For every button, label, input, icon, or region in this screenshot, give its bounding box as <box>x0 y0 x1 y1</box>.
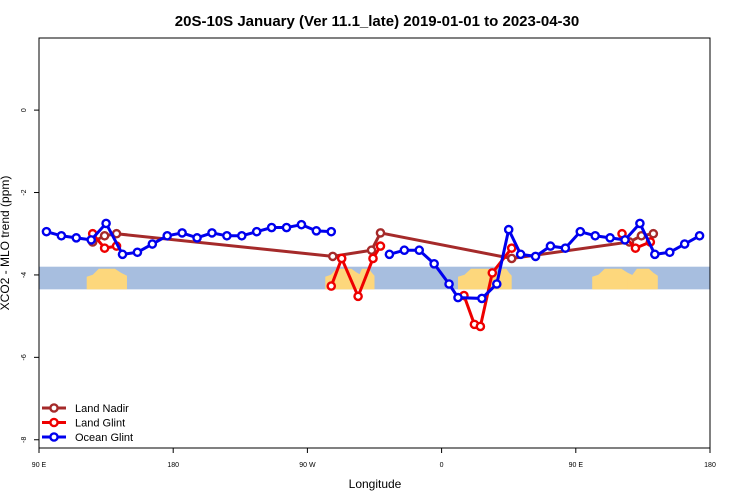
data-point-land-glint <box>506 243 517 253</box>
land-ocean-band <box>39 266 710 290</box>
data-point-ocean-glint <box>503 224 514 235</box>
y-axis-label: XCO2 - MLO trend (ppm) <box>0 176 12 311</box>
x-axis-label: Longitude <box>349 477 402 491</box>
data-point-ocean-glint <box>453 292 463 303</box>
data-point-ocean-glint <box>162 230 173 241</box>
data-point-ocean-glint <box>590 230 600 241</box>
chart-title: 20S-10S January (Ver 11.1_late) 2019-01-… <box>175 13 579 30</box>
data-point-ocean-glint <box>117 249 128 260</box>
x-tick-label: 180 <box>704 462 716 469</box>
data-point-ocean-glint <box>545 241 556 251</box>
y-tick-label: 0 <box>21 108 28 112</box>
data-point-ocean-glint <box>326 226 337 237</box>
data-point-ocean-glint <box>281 222 292 233</box>
data-point-land-nadir <box>506 253 517 264</box>
x-axis: 90 E 180 90 W 0 90 E 180 <box>32 448 716 469</box>
data-point-land-glint <box>368 253 378 264</box>
data-point-ocean-glint <box>530 251 541 262</box>
data-point-ocean-glint <box>491 279 502 289</box>
data-point-ocean-glint <box>177 228 187 238</box>
y-tick-label: -8 <box>21 437 28 443</box>
data-point-ocean-glint <box>207 228 217 238</box>
data-point-land-nadir <box>99 230 110 241</box>
data-point-ocean-glint <box>132 247 143 258</box>
data-point-ocean-glint <box>86 235 96 245</box>
data-point-ocean-glint <box>266 222 277 233</box>
data-point-ocean-glint <box>620 235 630 245</box>
x-tick-label: 180 <box>167 462 179 469</box>
series-layer <box>41 218 705 332</box>
data-point-land-glint <box>326 281 337 291</box>
legend-item-land-nadir: Land Nadir <box>42 403 129 415</box>
data-point-ocean-glint <box>251 226 262 237</box>
y-tick-label: -2 <box>21 189 28 195</box>
legend-swatch-marker <box>49 432 59 442</box>
legend-swatch-marker <box>49 403 59 413</box>
y-tick-label: -6 <box>21 354 28 360</box>
data-point-land-glint <box>99 243 110 253</box>
data-point-ocean-glint <box>222 230 232 241</box>
data-point-ocean-glint <box>101 218 111 229</box>
legend-swatch-marker <box>49 417 59 428</box>
data-point-ocean-glint <box>236 230 247 241</box>
legend-item-ocean-glint: Ocean Glint <box>42 432 133 444</box>
data-point-ocean-glint <box>429 259 439 269</box>
data-point-ocean-glint <box>679 239 690 249</box>
data-point-land-glint <box>353 291 363 302</box>
y-tick-label: -4 <box>21 272 28 278</box>
data-point-ocean-glint <box>605 233 615 243</box>
data-point-ocean-glint <box>575 226 586 237</box>
land-region <box>86 268 127 290</box>
data-point-ocean-glint <box>384 249 395 260</box>
data-point-ocean-glint <box>56 230 67 241</box>
x-tick-label: 0 <box>440 462 444 469</box>
x-tick-label: 90 E <box>32 462 47 469</box>
data-point-land-glint <box>630 243 641 253</box>
data-point-land-nadir <box>375 228 386 238</box>
data-point-ocean-glint <box>414 245 425 256</box>
data-point-ocean-glint <box>192 233 202 243</box>
data-point-land-glint <box>487 268 498 278</box>
data-point-ocean-glint <box>147 239 158 249</box>
data-point-ocean-glint <box>41 226 52 237</box>
data-point-ocean-glint <box>296 219 307 230</box>
legend: Land Nadir Land Glint Ocean Glint <box>42 403 133 444</box>
series-line-ocean-glint <box>389 220 701 300</box>
legend-label: Land Nadir <box>75 403 129 415</box>
series-ocean-glint <box>41 218 705 304</box>
data-point-ocean-glint <box>311 226 322 236</box>
data-point-ocean-glint <box>477 293 487 304</box>
data-point-ocean-glint <box>399 245 410 256</box>
data-point-ocean-glint <box>71 233 82 243</box>
y-axis: 0 -2 -4 -6 -8 <box>21 108 39 443</box>
x-tick-label: 90 E <box>569 462 584 469</box>
data-point-ocean-glint <box>694 230 705 241</box>
data-point-ocean-glint <box>560 243 571 253</box>
legend-item-land-glint: Land Glint <box>42 418 125 430</box>
land-region <box>592 268 634 290</box>
data-point-ocean-glint <box>650 249 660 260</box>
legend-label: Ocean Glint <box>75 432 133 444</box>
land-region <box>627 268 658 290</box>
x-tick-label: 90 W <box>299 462 316 469</box>
data-point-ocean-glint <box>664 247 675 258</box>
data-point-land-nadir <box>648 228 659 239</box>
legend-label: Land Glint <box>75 418 125 430</box>
data-point-land-glint <box>475 321 486 332</box>
data-point-ocean-glint <box>444 279 454 289</box>
data-point-land-glint <box>336 253 347 264</box>
data-point-ocean-glint <box>635 218 645 229</box>
plot-frame <box>38 37 711 449</box>
data-point-land-nadir <box>366 245 377 256</box>
data-point-ocean-glint <box>515 249 526 260</box>
data-point-land-glint <box>375 241 386 251</box>
data-point-land-nadir <box>327 251 338 262</box>
